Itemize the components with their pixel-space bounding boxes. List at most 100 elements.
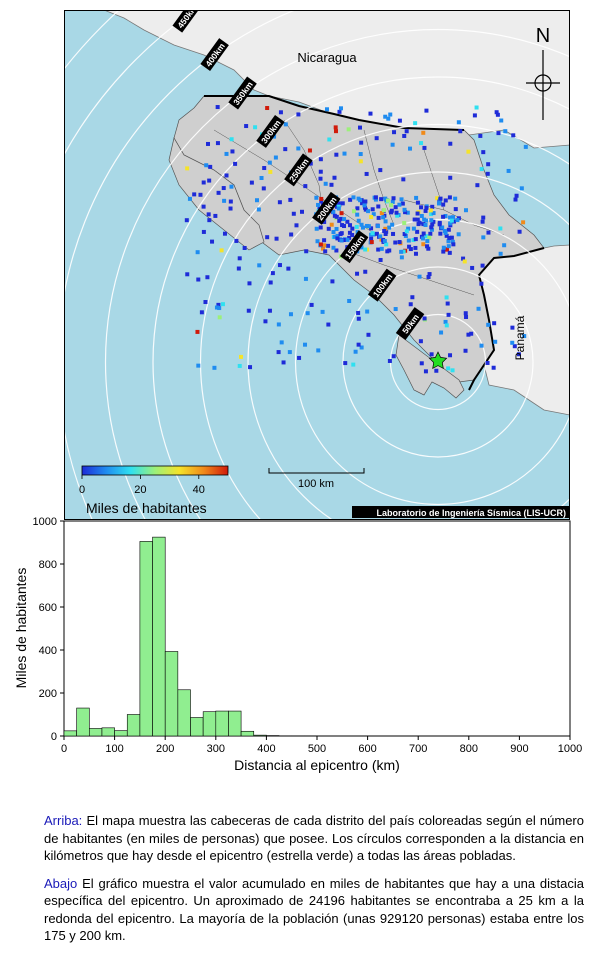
- population-dot: [261, 186, 266, 191]
- population-dot: [219, 248, 224, 253]
- population-dot: [464, 314, 469, 319]
- population-dot: [411, 238, 416, 243]
- population-dot: [422, 145, 427, 150]
- population-dot: [399, 249, 404, 254]
- population-dot: [413, 251, 418, 256]
- population-dot: [470, 265, 475, 270]
- population-dot: [376, 247, 381, 252]
- population-dot: [350, 226, 355, 231]
- population-dot: [359, 245, 364, 250]
- population-dot: [207, 178, 212, 183]
- population-dot: [276, 350, 281, 355]
- population-dot: [462, 259, 467, 264]
- y-tick-label: 200: [39, 688, 57, 700]
- population-dot: [204, 163, 209, 168]
- population-dot: [424, 205, 429, 210]
- population-dot: [217, 315, 222, 320]
- population-dot: [387, 248, 392, 253]
- histogram-bar: [89, 728, 103, 737]
- population-dot: [244, 124, 249, 129]
- population-dot: [479, 281, 484, 286]
- population-dot: [294, 223, 299, 228]
- population-dot: [393, 205, 398, 210]
- population-dot: [383, 226, 388, 231]
- population-dot: [438, 231, 443, 236]
- population-dot: [420, 236, 425, 241]
- population-dot: [201, 229, 206, 234]
- population-dot: [370, 207, 375, 212]
- nicoya-peninsula: [168, 137, 265, 251]
- population-dot: [456, 120, 461, 125]
- population-dot: [201, 180, 206, 185]
- population-dot: [438, 196, 443, 201]
- population-dot: [446, 244, 451, 249]
- colorbar-bar: [81, 465, 229, 476]
- x-tick-label: 1000: [558, 743, 582, 755]
- population-dot: [366, 209, 371, 214]
- population-dot: [338, 106, 343, 111]
- population-dot: [350, 232, 355, 237]
- population-dot: [481, 215, 486, 220]
- population-dot: [503, 129, 508, 134]
- population-dot: [327, 137, 332, 142]
- distance-ring: [247, 171, 570, 520]
- population-dot: [242, 245, 247, 250]
- population-dot: [383, 196, 388, 201]
- population-dot: [443, 230, 448, 235]
- population-dot: [363, 205, 368, 210]
- population-dot: [304, 249, 309, 254]
- population-dot: [248, 365, 253, 370]
- population-dot: [366, 332, 371, 337]
- x-axis: 0 100 200 300 400 500 600 700 800 900 1000: [61, 736, 582, 755]
- population-dot: [402, 207, 407, 212]
- population-dot: [354, 224, 359, 229]
- population-dot: [324, 107, 329, 112]
- population-dot: [441, 202, 446, 207]
- population-dot: [236, 266, 241, 271]
- population-dot: [395, 213, 400, 218]
- population-dot: [407, 244, 412, 249]
- population-dot: [337, 218, 342, 223]
- histogram-bar: [101, 727, 115, 737]
- population-dot: [351, 362, 356, 367]
- population-dot: [333, 129, 338, 134]
- population-dot: [338, 232, 343, 237]
- population-dot: [405, 210, 410, 215]
- population-dot: [511, 133, 516, 138]
- population-dot: [205, 275, 210, 280]
- population-dot: [265, 106, 270, 111]
- population-dot: [369, 236, 374, 241]
- x-tick-label: 500: [308, 743, 326, 755]
- population-dot: [229, 137, 234, 142]
- population-dot: [358, 198, 363, 203]
- population-dot: [277, 263, 282, 268]
- population-dot: [502, 243, 507, 248]
- population-dot: [498, 226, 503, 231]
- population-dot: [364, 171, 369, 176]
- population-dot: [340, 223, 345, 228]
- population-dot: [318, 242, 323, 247]
- population-dot: [491, 365, 496, 370]
- population-dot: [378, 168, 383, 173]
- population-dot: [288, 197, 293, 202]
- population-dot: [356, 218, 361, 223]
- population-dot: [198, 192, 203, 197]
- population-dot: [329, 222, 334, 227]
- population-dot: [222, 198, 227, 203]
- population-dot: [387, 358, 392, 363]
- population-dot: [341, 238, 346, 243]
- population-dot: [303, 276, 308, 281]
- caption: Arriba: El mapa muestra las cabeceras de…: [44, 812, 584, 955]
- population-dot: [401, 249, 406, 254]
- population-dot: [402, 133, 407, 138]
- population-dot: [345, 219, 350, 224]
- population-dot: [389, 208, 394, 213]
- population-dot: [270, 271, 275, 276]
- population-dot: [222, 231, 227, 236]
- population-dot: [196, 277, 201, 282]
- population-dot: [451, 215, 456, 220]
- y-tick-label: 600: [39, 602, 57, 614]
- population-dot: [323, 249, 328, 254]
- population-dot: [303, 184, 308, 189]
- population-dot: [394, 210, 399, 215]
